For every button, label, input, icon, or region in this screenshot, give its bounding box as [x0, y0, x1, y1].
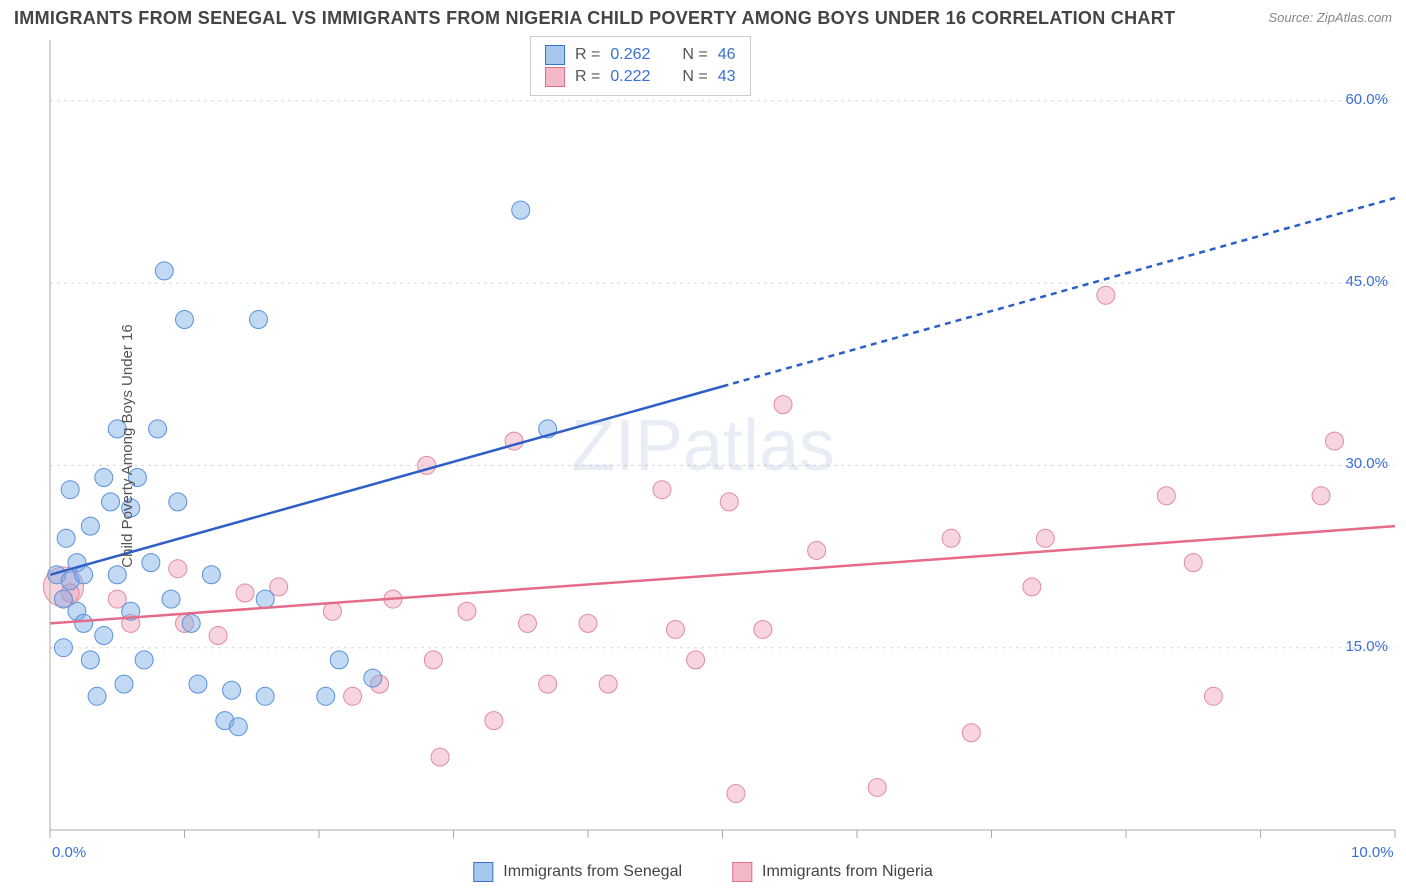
bottom-legend: Immigrants from Senegal Immigrants from … [473, 862, 932, 882]
y-axis-label: Child Poverty Among Boys Under 16 [119, 324, 136, 567]
legend-label-series2: Immigrants from Nigeria [762, 863, 933, 881]
n-label-2: N = [682, 68, 707, 86]
r-value-2: 0.222 [610, 68, 650, 86]
stats-row-series2: R = 0.222 N = 43 [545, 67, 736, 87]
y-tick-label: 15.0% [1345, 638, 1388, 655]
legend-swatch-series2 [732, 862, 752, 882]
swatch-series1 [545, 45, 565, 65]
y-tick-label: 45.0% [1345, 273, 1388, 290]
n-label-1: N = [682, 46, 707, 64]
x-tick-label: 10.0% [1351, 844, 1394, 861]
r-label-2: R = [575, 68, 600, 86]
stats-row-series1: R = 0.262 N = 46 [545, 45, 736, 65]
legend-item-series1: Immigrants from Senegal [473, 862, 682, 882]
stats-box: R = 0.262 N = 46 R = 0.222 N = 43 [530, 36, 751, 96]
y-tick-label: 30.0% [1345, 455, 1388, 472]
legend-label-series1: Immigrants from Senegal [503, 863, 682, 881]
legend-item-series2: Immigrants from Nigeria [732, 862, 933, 882]
swatch-series2 [545, 67, 565, 87]
x-tick-label: 0.0% [52, 844, 86, 861]
n-value-2: 43 [718, 68, 736, 86]
chart-canvas [0, 0, 1406, 892]
n-value-1: 46 [718, 46, 736, 64]
r-value-1: 0.262 [610, 46, 650, 64]
y-tick-label: 60.0% [1345, 91, 1388, 108]
r-label-1: R = [575, 46, 600, 64]
legend-swatch-series1 [473, 862, 493, 882]
